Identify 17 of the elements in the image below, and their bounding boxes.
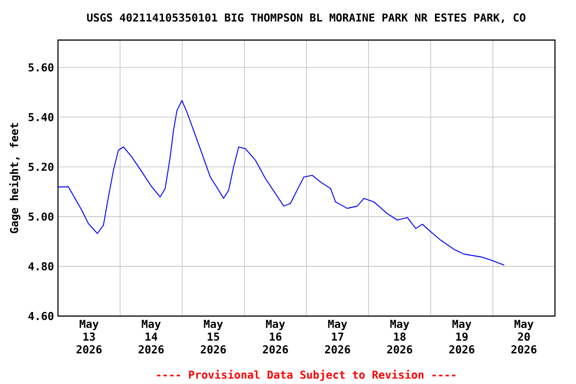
x-tick-label: May 20 2026 [511, 320, 536, 354]
x-tick-label: May 15 2026 [200, 320, 226, 354]
x-tick-label: May 16 2026 [262, 320, 288, 354]
y-tick-label: 4.60 [28, 312, 54, 320]
x-tick-label: May 17 2026 [325, 320, 350, 354]
y-tick-label: 4.80 [28, 262, 54, 270]
chart-title: USGS 402114105350101 BIG THOMPSON BL MORAINE PARK NR ESTES PARK, CO [87, 13, 526, 24]
x-tick-label: May 14 2026 [138, 320, 164, 354]
y-tick-label: 5.60 [28, 63, 54, 72]
x-tick-label: May 18 2026 [387, 320, 412, 354]
x-tick-label: May 13 2026 [76, 320, 102, 354]
y-tick-label: 5.20 [28, 162, 54, 171]
x-tick-label: May 19 2026 [449, 320, 474, 354]
text: ---- Provisional Data Subject to Revision ---- [157, 370, 456, 381]
y-axis-title: Gage height, feet [9, 123, 20, 234]
y-tick-label: 5.40 [28, 112, 54, 122]
y-tick-label: 5.00 [28, 212, 54, 221]
